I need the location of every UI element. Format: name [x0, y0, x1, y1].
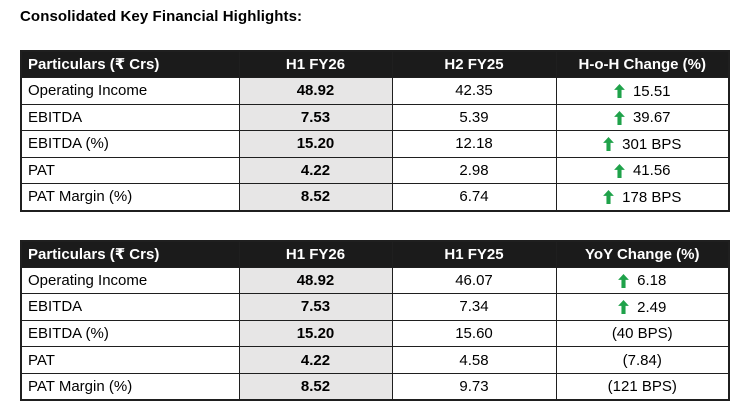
cell-particular: EBITDA (%)	[20, 130, 240, 158]
change-text: 41.56	[632, 162, 671, 180]
cell-current-value: 4.22	[238, 156, 393, 185]
header-row: Particulars (₹ Crs) H1 FY26 H1 FY25 YoY …	[20, 240, 730, 268]
change-text: 301 BPS	[622, 135, 682, 153]
up-arrow-icon	[614, 110, 625, 125]
cell-current-value: 4.22	[238, 346, 393, 374]
up-arrow-icon	[614, 84, 625, 99]
col-header-yoy-change: YoY Change (%)	[555, 240, 730, 268]
cell-prior-value: 2.98	[391, 156, 557, 185]
table-row: EBITDA (%) 15.20 15.60 (40 BPS)	[20, 319, 730, 348]
yoy-comparison-table: Particulars (₹ Crs) H1 FY26 H1 FY25 YoY …	[20, 239, 730, 402]
cell-change-value: 301 BPS	[555, 130, 730, 158]
cell-change-value: 2.49	[555, 293, 730, 321]
cell-prior-value: 15.60	[391, 319, 557, 348]
cell-particular: Operating Income	[20, 77, 240, 105]
table-row: PAT 4.22 2.98 41.56	[20, 156, 730, 185]
table-row: PAT 4.22 4.58 (7.84)	[20, 346, 730, 374]
col-header-particulars: Particulars (₹ Crs)	[20, 240, 240, 268]
cell-prior-value: 9.73	[391, 372, 557, 401]
change-text: (121 BPS)	[607, 378, 677, 396]
header-row: Particulars (₹ Crs) H1 FY26 H2 FY25 H-o-…	[20, 50, 730, 78]
cell-particular: EBITDA (%)	[20, 319, 240, 348]
col-header-h1fy26: H1 FY26	[238, 240, 393, 268]
cell-change-value: (7.84)	[555, 346, 730, 374]
cell-prior-value: 4.58	[391, 346, 557, 374]
change-text: 6.18	[637, 272, 667, 290]
cell-prior-value: 42.35	[391, 77, 557, 105]
cell-change-value: 39.67	[555, 103, 730, 132]
cell-change-value: 6.18	[555, 266, 730, 295]
change-text: 2.49	[637, 298, 667, 316]
cell-particular: EBITDA	[20, 293, 240, 321]
cell-prior-value: 12.18	[391, 130, 557, 158]
cell-current-value: 48.92	[238, 266, 393, 295]
up-arrow-icon	[603, 137, 615, 152]
cell-prior-value: 5.39	[391, 103, 557, 132]
cell-current-value: 15.20	[238, 130, 393, 158]
table-row: EBITDA 7.53 7.34 2.49	[20, 293, 730, 321]
cell-particular: PAT Margin (%)	[20, 372, 240, 401]
cell-particular: Operating Income	[20, 266, 240, 295]
change-text: 39.67	[632, 109, 671, 127]
change-text: 178 BPS	[622, 188, 682, 206]
page-title: Consolidated Key Financial Highlights:	[20, 8, 303, 25]
table-row: Operating Income 48.92 46.07 6.18	[20, 266, 730, 295]
table-row: EBITDA (%) 15.20 12.18 301 BPS	[20, 130, 730, 158]
table-row: PAT Margin (%) 8.52 6.74 178 BPS	[20, 183, 730, 212]
cell-change-value: 15.51	[555, 77, 730, 105]
up-arrow-icon	[618, 300, 630, 315]
change-text: (7.84)	[622, 351, 662, 369]
up-arrow-icon	[603, 190, 615, 205]
cell-current-value: 7.53	[238, 103, 393, 132]
col-header-h1fy25: H1 FY25	[391, 240, 557, 268]
cell-current-value: 7.53	[238, 293, 393, 321]
cell-change-value: (40 BPS)	[555, 319, 730, 348]
change-text: 15.51	[632, 82, 671, 100]
cell-prior-value: 46.07	[391, 266, 557, 295]
table-row: PAT Margin (%) 8.52 9.73 (121 BPS)	[20, 372, 730, 401]
col-header-h1fy26: H1 FY26	[238, 50, 393, 78]
cell-change-value: (121 BPS)	[555, 372, 730, 401]
cell-particular: PAT	[20, 346, 240, 374]
cell-prior-value: 7.34	[391, 293, 557, 321]
cell-change-value: 41.56	[555, 156, 730, 185]
up-arrow-icon	[618, 273, 630, 288]
cell-particular: PAT Margin (%)	[20, 183, 240, 212]
hoh-comparison-table: Particulars (₹ Crs) H1 FY26 H2 FY25 H-o-…	[20, 50, 730, 212]
table-row: Operating Income 48.92 42.35 15.51	[20, 77, 730, 105]
cell-particular: PAT	[20, 156, 240, 185]
cell-current-value: 48.92	[238, 77, 393, 105]
cell-current-value: 8.52	[238, 372, 393, 401]
table-row: EBITDA 7.53 5.39 39.67	[20, 103, 730, 132]
cell-current-value: 8.52	[238, 183, 393, 212]
col-header-particulars: Particulars (₹ Crs)	[20, 50, 240, 78]
col-header-hoh-change: H-o-H Change (%)	[555, 50, 730, 78]
cell-prior-value: 6.74	[391, 183, 557, 212]
change-text: (40 BPS)	[611, 325, 673, 343]
cell-particular: EBITDA	[20, 103, 240, 132]
cell-change-value: 178 BPS	[555, 183, 730, 212]
col-header-h2fy25: H2 FY25	[391, 50, 557, 78]
cell-current-value: 15.20	[238, 319, 393, 348]
up-arrow-icon	[614, 163, 625, 178]
